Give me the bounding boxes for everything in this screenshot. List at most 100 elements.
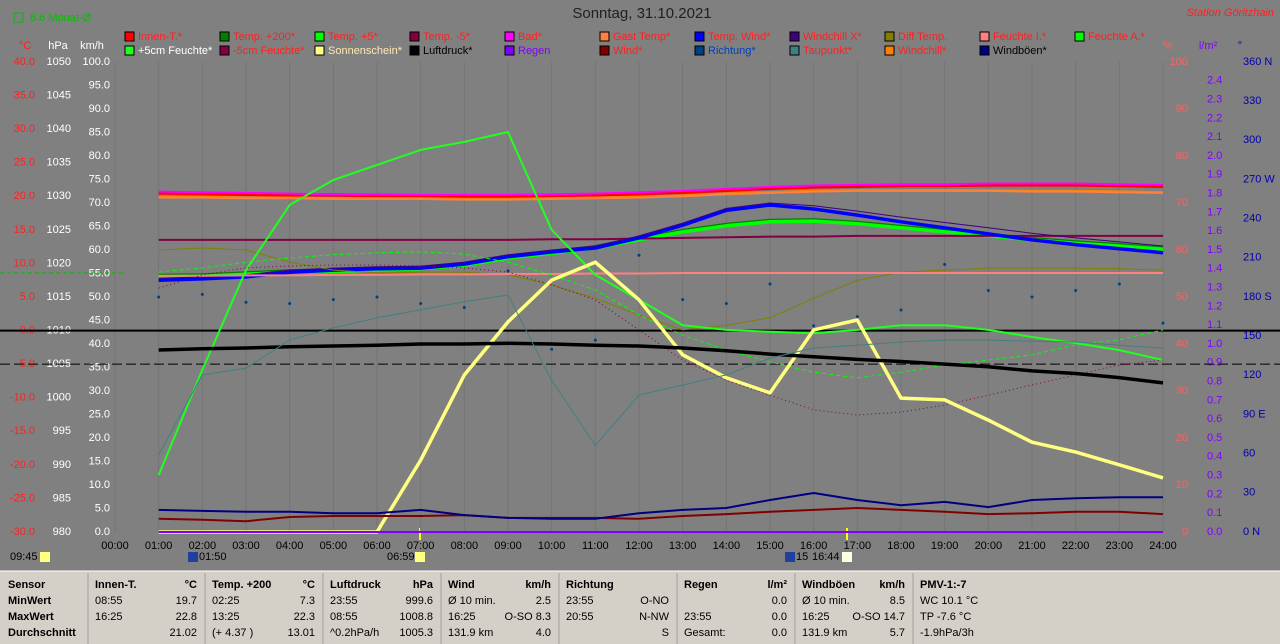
x-tick-label: 15:00 [756,540,784,552]
column-unit: °C [185,579,197,591]
y-tick-label: 270 W [1243,173,1275,185]
y-tick-label: 60 [1243,448,1255,460]
direction-dot [375,295,379,299]
y-tick-label: 20 [1176,432,1188,444]
table-cell: 23:55 [684,611,712,623]
column-unit: l/m² [767,579,787,591]
sunset-icon [842,552,852,562]
direction-dot [899,308,903,312]
y-tick-label: 1.7 [1207,206,1222,218]
table-cell: Gesamt: [684,627,726,639]
y-tick-label: 980 [53,526,71,538]
y-tick-label: 50 [1176,291,1188,303]
table-cell: Ø 10 min. [802,595,850,607]
y-tick-label: 210 [1243,252,1261,264]
series-line [158,189,1164,201]
direction-dot [550,347,554,351]
legend-swatch [504,31,515,42]
y-tick-label: 0.4 [1207,451,1222,463]
legend-label: Bad* [518,31,543,43]
series-line [158,247,1164,331]
y-tick-label: 35.0 [14,89,35,101]
table-cell: 0.0 [772,627,787,639]
x-tick-label: 12:00 [625,540,653,552]
legend-label: Feuchte A.* [1088,31,1146,43]
table-cell: (+ 4.37 ) [212,627,253,639]
direction-dot [1074,288,1078,292]
direction-dot [419,302,423,306]
y-tick-label: 85.0 [89,126,110,138]
axis-unit: hPa [48,40,68,52]
y-tick-label: 1025 [47,224,71,236]
table-cell: 08:55 [330,611,358,623]
direction-dot [986,288,990,292]
y-tick-label: 0.8 [1207,376,1222,388]
axis-unit: % [1163,40,1173,52]
table-cell: O-SO 14.7 [852,611,905,623]
legend-swatch [314,45,325,56]
y-tick-label: 50.0 [89,291,110,303]
y-tick-label: 90 E [1243,408,1266,420]
y-tick-label: 95.0 [89,79,110,91]
y-tick-label: 40 [1176,338,1188,350]
axis-unit: km/h [80,40,104,52]
legend-swatch [409,31,420,42]
legend-swatch [884,31,895,42]
moon-icon [188,552,198,562]
legend-swatch [124,31,135,42]
x-tick-label: 04:00 [276,540,304,552]
row-label: Sensor [8,579,46,591]
y-tick-label: 1015 [47,291,71,303]
column-header: PMV-1:-7 [920,579,966,591]
legend-label: Regen [518,45,550,57]
column-header: Luftdruck [330,579,382,591]
legend-label: Innen-T.* [138,31,183,43]
legend-label: Diff Temp. [898,31,947,43]
legend-label: Feuchte I.* [993,31,1047,43]
series-line [157,131,1164,476]
legend-swatch [884,45,895,56]
table-cell: 1008.8 [399,611,433,623]
y-tick-label: -30.0 [10,526,35,538]
y-tick-label: 65.0 [89,220,110,232]
legend-swatch [314,31,325,42]
legend-swatch [694,31,705,42]
table-cell: 0.0 [772,611,787,623]
table-cell: 19.7 [176,595,197,607]
y-tick-label: 0.9 [1207,357,1222,369]
direction-dot [331,298,335,302]
y-tick-label: 2.1 [1207,131,1222,143]
table-cell: ^0.2hPa/h [330,627,379,639]
y-tick-label: 0.7 [1207,394,1222,406]
x-tick-label: 17:00 [844,540,872,552]
y-tick-label: 1.8 [1207,188,1222,200]
y-tick-label: 990 [53,459,71,471]
table-cell: 21.02 [169,627,197,639]
direction-dot [681,298,685,302]
y-tick-label: 1.4 [1207,263,1222,275]
y-tick-label: 15.0 [89,455,110,467]
sun-moon-time: 16:44 [812,551,840,563]
x-tick-label: 16:00 [800,540,828,552]
x-tick-label: 19:00 [931,540,959,552]
legend-label: Temp. -5* [423,31,471,43]
y-tick-label: 985 [53,492,71,504]
sun-icon [40,552,50,562]
sun-moon-time: 06:59 [387,551,415,563]
direction-dot [462,305,466,309]
table-cell: 16:25 [802,611,830,623]
y-tick-label: 2.0 [1207,150,1222,162]
y-tick-label: 80.0 [89,150,110,162]
y-tick-label: -20.0 [10,459,35,471]
x-tick-label: 24:00 [1149,540,1177,552]
x-tick-label: 03:00 [232,540,260,552]
legend-swatch [504,45,515,56]
y-tick-label: 20.0 [14,190,35,202]
legend-label: Wind* [613,45,643,57]
table-cell: 20:55 [566,611,594,623]
y-tick-label: 60.0 [89,244,110,256]
y-tick-label: 30 [1243,487,1255,499]
direction-dot [1117,282,1121,286]
series-line [158,251,1164,379]
